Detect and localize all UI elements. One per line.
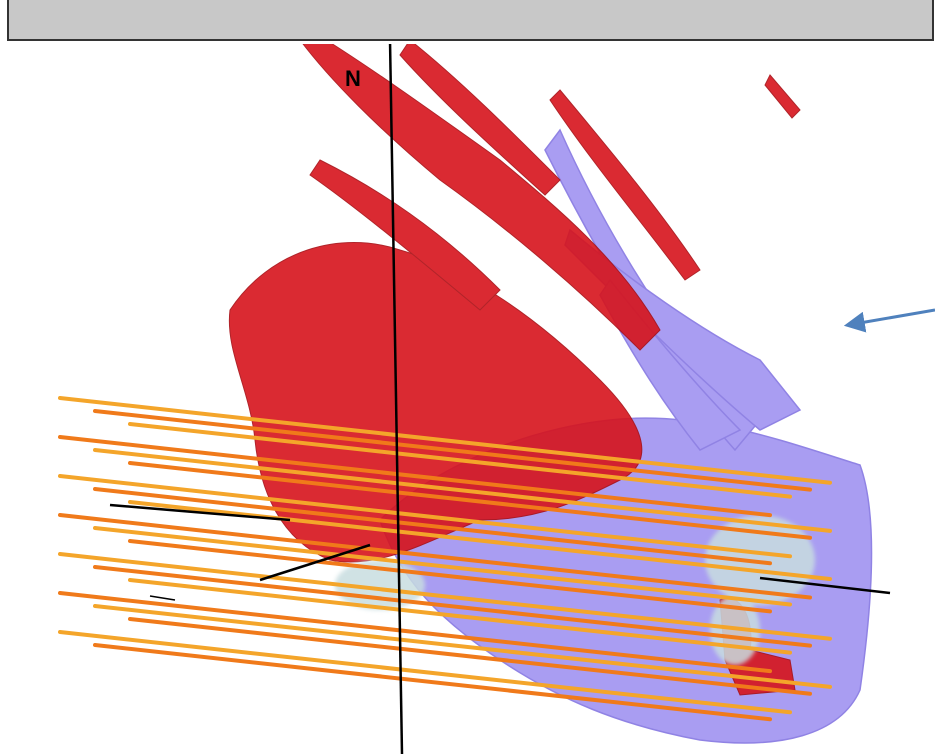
drill-line (58, 630, 792, 715)
drill-line (58, 552, 832, 641)
axis-tick (149, 595, 176, 601)
drill-line (128, 422, 792, 499)
drill-line (93, 409, 812, 492)
drill-line (128, 578, 792, 655)
drill-line (93, 604, 832, 689)
drill-line (58, 435, 772, 518)
drill-line (128, 617, 812, 696)
red-streak (399, 39, 561, 196)
axis-line (109, 503, 291, 522)
axis-line (259, 543, 371, 582)
north-label: N (345, 66, 361, 91)
drill-line (58, 591, 772, 674)
drill-line (128, 461, 812, 540)
drill-line (93, 487, 772, 566)
callout-arrow (843, 308, 935, 333)
scatter-cluster (705, 515, 815, 605)
drill-line (93, 526, 792, 607)
north-axis (388, 39, 404, 754)
axis-line (759, 576, 891, 595)
drill-line (58, 474, 792, 559)
drill-line (58, 396, 832, 485)
drill-line (93, 448, 832, 533)
drill-line (58, 513, 812, 600)
drill-line (93, 565, 812, 648)
red-fragment (764, 74, 801, 119)
drill-line (128, 539, 772, 614)
red-streak (549, 89, 701, 281)
drill-lines (58, 396, 832, 722)
axes (109, 39, 891, 754)
drill-line (93, 643, 772, 722)
title-box (7, 0, 934, 41)
drill-line (128, 500, 832, 581)
red-streak (309, 159, 501, 311)
